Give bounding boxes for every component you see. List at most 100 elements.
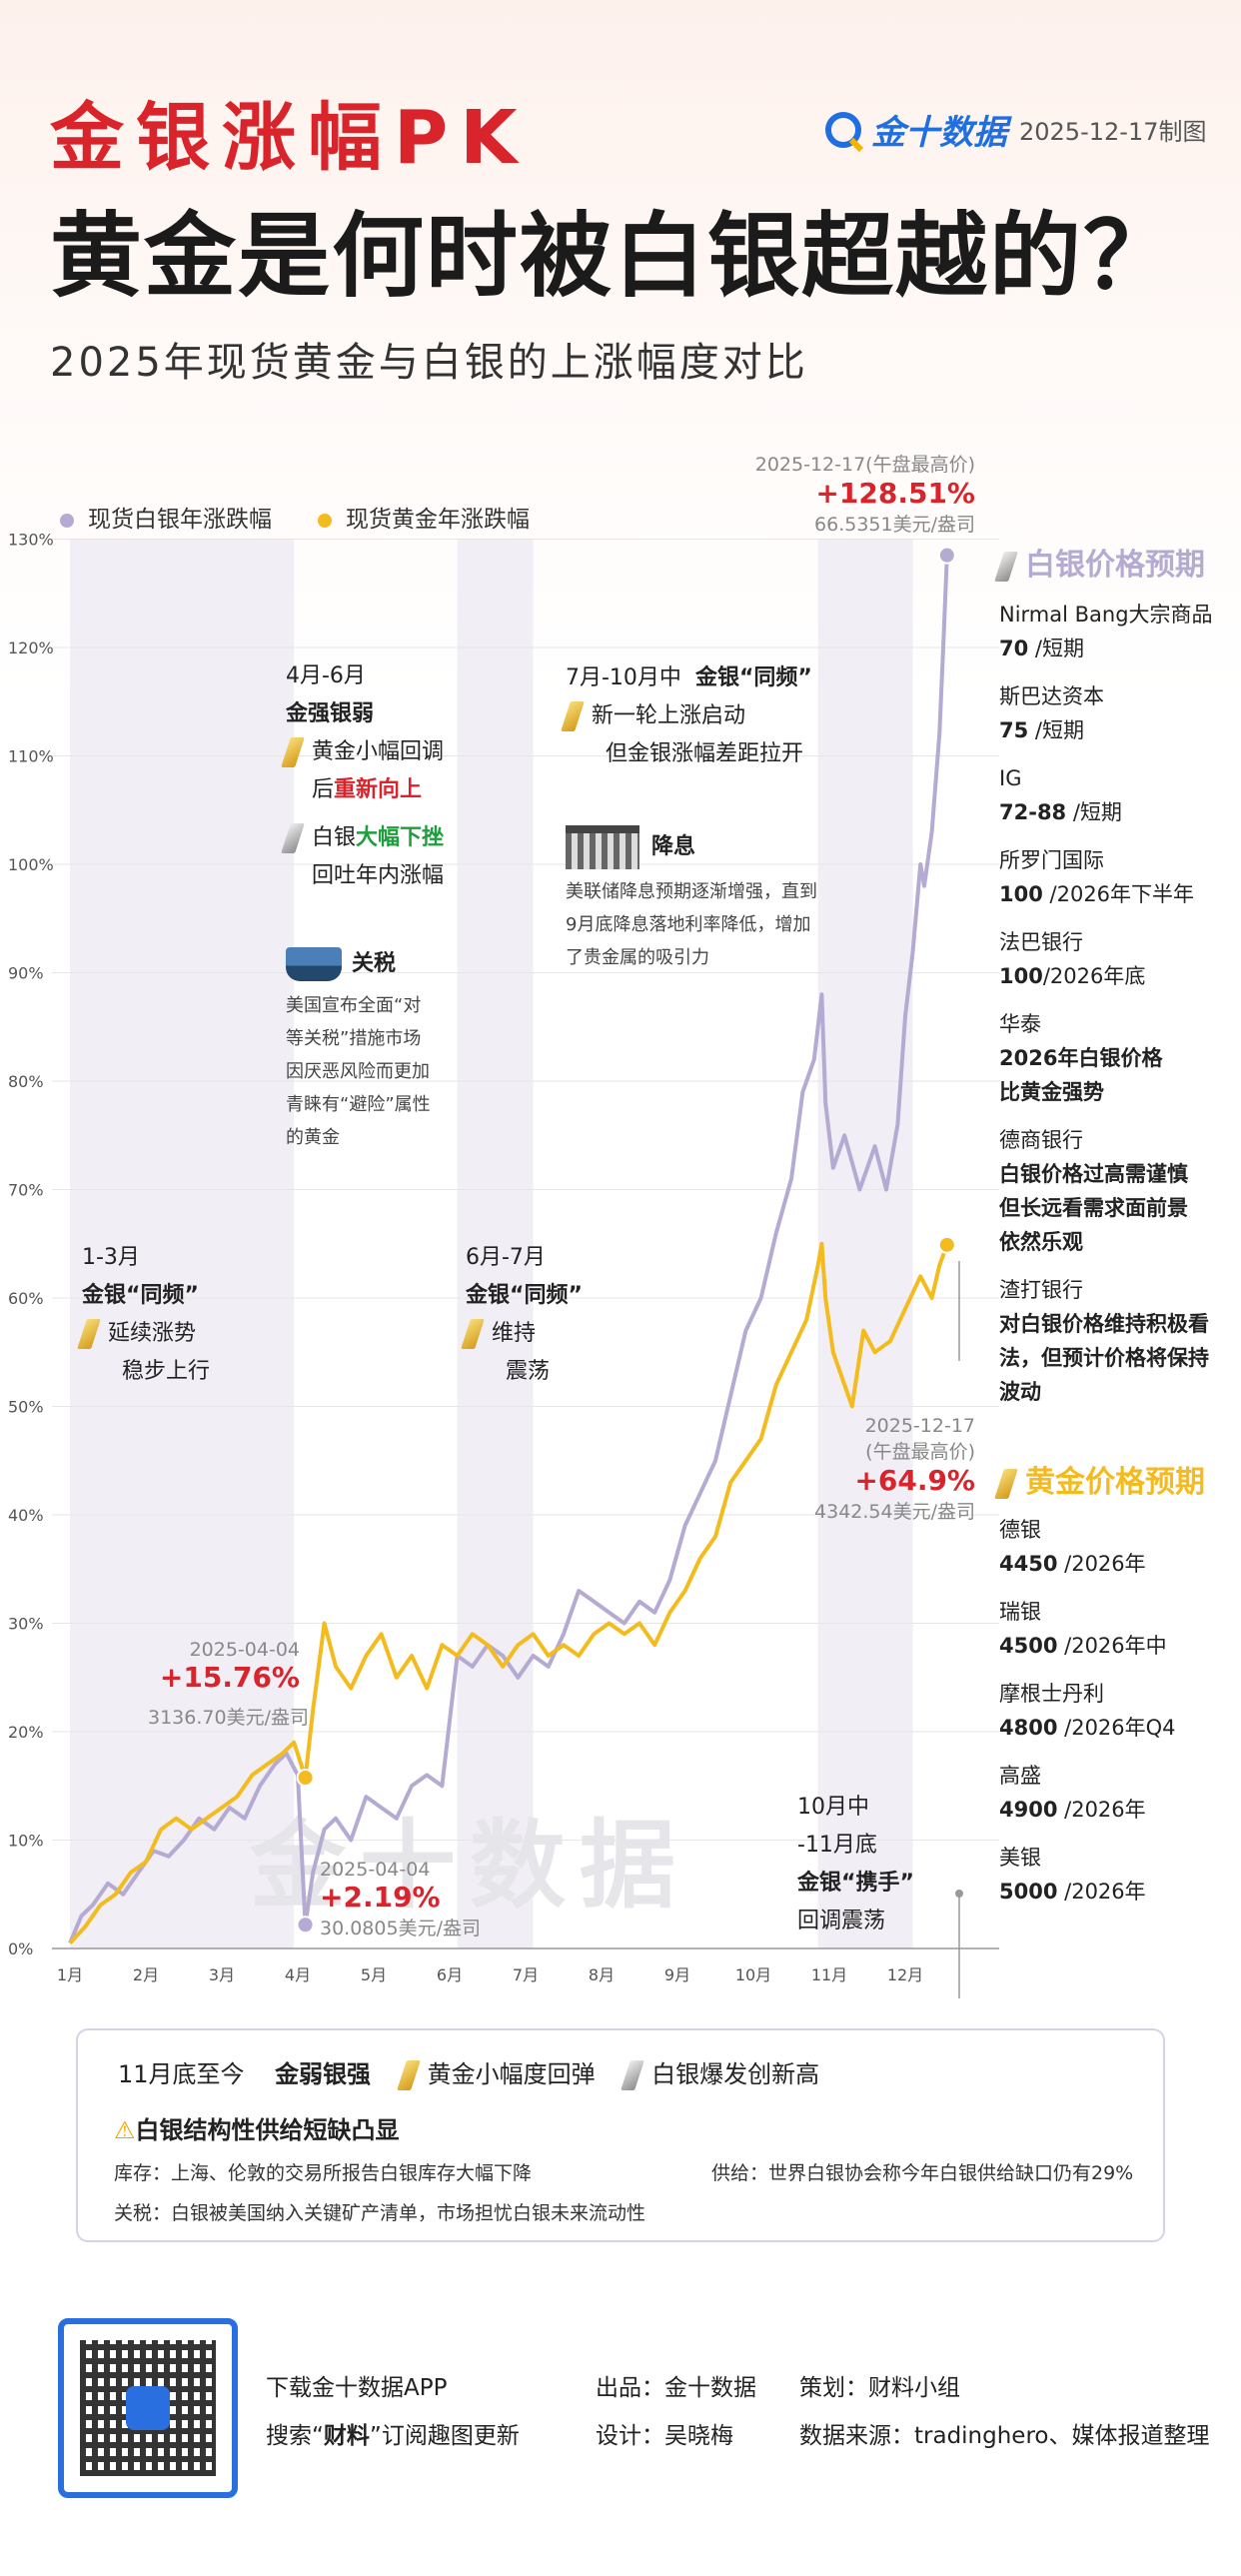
silver-high-callout: 2025-12-17(午盘最高价) +128.51% 66.5351美元/盎司 [749, 450, 975, 537]
silver-dot-icon [60, 513, 74, 528]
jul-oct-period: 7月-10月中 [566, 665, 681, 690]
gold-apr-callout: 2025-04-04 +15.76% [140, 1639, 300, 1694]
box-leader-dot [955, 1890, 963, 1898]
data-point-marker [937, 1235, 956, 1254]
x-tick-label: 11月 [811, 1965, 847, 1984]
gold-dot-icon [318, 513, 332, 528]
headline: 黄金是何时被白银超越的？ [50, 203, 1178, 310]
legend-gold: 现货黄金年涨跌幅 [318, 500, 530, 534]
annotation-rate: 降息 美联储降息预期逐渐增强，直到 9月底降息落地利率降低，增加 了贵金属的吸引… [566, 825, 817, 974]
oct-nov-title: 金银“携手” [797, 1871, 914, 1896]
legend: 现货白银年涨跌幅 现货黄金年涨跌幅 [60, 500, 530, 534]
annotation-q1: 1-3月 金银“同频” 延续涨势 稳步上行 [77, 1239, 211, 1391]
y-tick-label: 100% [8, 855, 54, 874]
annotation-jun-jul: 6月-7月 金银“同频” 维持 震荡 [461, 1239, 583, 1391]
x-tick-label: 2月 [133, 1965, 159, 1984]
logo-text: 金十数据 [871, 113, 1007, 153]
series-line-silver [68, 555, 949, 1944]
y-tick-label: 30% [8, 1615, 44, 1634]
qr-code[interactable] [58, 2318, 238, 2498]
footer-search: 搜索“财料”订阅趣图更新 [266, 2423, 520, 2449]
silver-bar-icon [620, 2060, 644, 2090]
chart-svg: 金十数据 0% 10% 20% 30% 40% 50% 60% 70% 80% 90% 100% 11… [8, 531, 999, 1998]
annotation-tariff: 关税 美国宣布全面“对 等关税”措施市场 因厌恶风险而更加 青睐有“避险”属性 … [286, 945, 431, 1154]
gold-high-callout: 2025-12-17 (午盘最高价) +64.9% 4342.54美元/盎司 [759, 1415, 975, 1524]
summary-box: 11月底至今 金弱银强 黄金小幅度回弹 白银爆发创新高 ⚠白银结构性供给短缺凸显… [76, 2028, 1165, 2242]
gold-high-note: (午盘最高价) [865, 1441, 975, 1463]
jun-jul-line2: 震荡 [506, 1359, 551, 1384]
jul-oct-title: 金银“同频” [694, 665, 812, 690]
logo-icon [825, 111, 861, 148]
oct-nov-line2: -11月底 [797, 1833, 877, 1858]
summary-silver: 白银爆发创新高 [651, 2060, 820, 2088]
footer-source: 数据来源：tradinghero、媒体报道整理 [799, 2423, 1210, 2449]
x-tick-label: 4月 [285, 1965, 311, 1984]
data-point-marker [296, 1769, 315, 1788]
silver-apr-date: 2025-04-04 [320, 1859, 431, 1881]
oct-nov-line1: 10月中 [797, 1795, 869, 1820]
footer-designer: 设计：吴晓梅 [596, 2423, 733, 2449]
chart-date: 2025-12-17制图 [1019, 118, 1207, 146]
jun-jul-period: 6月-7月 [466, 1245, 546, 1270]
footer-planner: 策划：财料小组 [799, 2375, 960, 2401]
y-tick-label: 90% [8, 964, 44, 983]
shaded-periods [70, 539, 913, 1948]
q1-line2: 稳步上行 [122, 1359, 211, 1384]
summary-line1: 库存：上海、伦敦的交易所报告白银库存大幅下降 [114, 2162, 533, 2184]
apr-jun-gold1: 黄金小幅回调 [312, 739, 445, 764]
q1-title: 金银“同频” [82, 1283, 199, 1308]
x-tick-label: 12月 [887, 1965, 923, 1984]
y-tick-label: 130% [8, 531, 54, 550]
annotation-jul-oct: 7月-10月中 金银“同频” 新一轮上涨启动 但金银涨幅差距拉开 [561, 659, 812, 773]
annotation-oct-nov: 10月中 -11月底 金银“携手” 回调震荡 [797, 1789, 914, 1940]
shaded-period-0 [70, 539, 295, 1948]
footer-producer: 出品：金十数据 [596, 2375, 756, 2401]
gold-forecast: 黄金价格预期 德银 4450 /2026年 瑞银 4500 /2026年中 摩根… [994, 1457, 1231, 1909]
x-axis-labels: 1月 2月 3月 4月 5月 6月 7月 8月 9月 10月 11月 12月 [57, 1965, 923, 1984]
silver-forecast-title: 白银价格预期 [1025, 548, 1205, 583]
gold-apr-pct: +15.76% [159, 1661, 300, 1694]
y-tick-label: 0% [8, 1939, 33, 1958]
apr-jun-silver-highlight: 大幅下挫 [356, 825, 445, 850]
x-tick-label: 8月 [589, 1965, 615, 1984]
data-point-marker [937, 546, 956, 565]
series-lines [68, 555, 949, 1944]
x-tick-label: 10月 [735, 1965, 771, 1984]
y-tick-label: 70% [8, 1181, 44, 1200]
series-line-gold [68, 1241, 949, 1944]
x-tick-label: 1月 [57, 1965, 83, 1984]
silver-apr-price: 30.0805美元/盎司 [320, 1918, 481, 1939]
apr-jun-gold-highlight: 重新向上 [334, 777, 423, 802]
x-tick-label: 6月 [437, 1965, 463, 1984]
jul-oct-line1: 新一轮上涨启动 [592, 703, 746, 728]
apr-jun-title: 金强银弱 [286, 701, 375, 726]
shaded-period-1 [457, 539, 534, 1948]
apr-jun-period: 4月-6月 [286, 663, 366, 688]
silver-high-price: 66.5351美元/盎司 [814, 514, 975, 536]
tariff-title: 关税 [352, 951, 397, 976]
warning-icon: ⚠ [114, 2116, 136, 2144]
gold-high-pct: +64.9% [854, 1464, 975, 1497]
legend-silver: 现货白银年涨跌幅 [60, 500, 272, 534]
q1-line1: 延续涨势 [108, 1321, 197, 1346]
watermark: 金十数据 [249, 1810, 689, 1922]
silver-apr-callout: 2025-04-04 +2.19% 30.0805美元/盎司 [320, 1859, 481, 1940]
silver-high-pct: +128.51% [815, 477, 975, 510]
gold-high-date: 2025-12-17 [864, 1415, 975, 1437]
silver-high-date: 2025-12-17(午盘最高价) [754, 454, 975, 476]
y-tick-label: 20% [8, 1723, 44, 1742]
jun-jul-title: 金银“同频” [466, 1283, 583, 1308]
summary-line2: 供给：世界白银协会称今年白银供给缺口仍有29% [711, 2162, 1134, 2184]
x-tick-label: 3月 [209, 1965, 235, 1984]
bank-icon [566, 825, 639, 869]
annotation-apr-jun: 4月-6月 金强银弱 黄金小幅回调 后重新向上 白银大幅下挫 回吐年内涨幅 [281, 657, 445, 895]
summary-warning: ⚠白银结构性供给短缺凸显 [114, 2116, 400, 2144]
x-tick-label: 7月 [513, 1965, 539, 1984]
series-markers [296, 546, 956, 1934]
subhead: 2025年现货黄金与白银的上涨幅度对比 [50, 340, 808, 386]
q1-period: 1-3月 [82, 1245, 140, 1270]
gold-high-price: 4342.54美元/盎司 [814, 1501, 975, 1523]
y-tick-label: 120% [8, 639, 54, 657]
gold-forecast-title: 黄金价格预期 [1025, 1465, 1205, 1500]
